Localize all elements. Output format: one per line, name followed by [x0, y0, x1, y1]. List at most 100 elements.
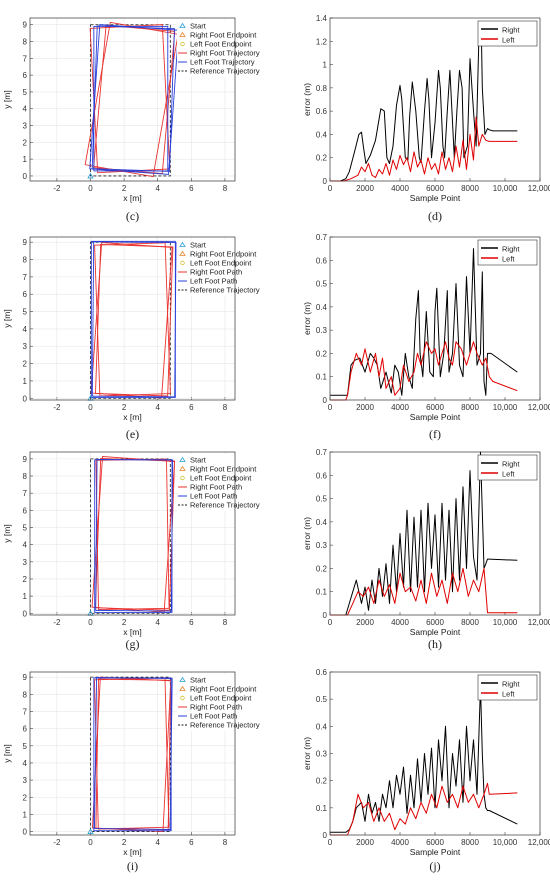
legend-label: Left Foot Trajectory	[190, 58, 255, 67]
reference-trajectory-line	[90, 24, 171, 177]
legend-left-endpoint-icon	[180, 475, 185, 481]
y-tick-label: 0.2	[316, 349, 328, 358]
axes-box	[29, 451, 236, 616]
x-tick-label: 2	[122, 403, 127, 412]
y-tick-label: 3	[23, 776, 28, 785]
x-axis-label: Sample Point	[410, 412, 461, 422]
y-tick-label: 9	[23, 455, 28, 464]
x-tick-label: 4	[155, 618, 160, 627]
y-tick-label: 0.6	[316, 668, 328, 677]
series-line-left	[330, 116, 518, 182]
left-foot-path	[95, 458, 174, 612]
x-tick-label: 6	[189, 838, 194, 847]
series-line-right	[330, 33, 518, 182]
legend-box	[177, 454, 273, 511]
y-axis-label: y [m]	[2, 90, 12, 108]
panel-caption: (g)	[126, 637, 140, 651]
y-tick-label: 0.4	[316, 130, 328, 139]
y-tick-label: 0	[23, 172, 28, 181]
x-tick-label: 8000	[461, 838, 479, 847]
x-tick-label: 8	[223, 618, 228, 627]
legend-label: Right Foot Endpoint	[190, 685, 257, 694]
y-tick-label: 0	[323, 831, 328, 840]
chart-panel-d: 0 2000 4000 6000 8000 10,000 12,000 0 0.2 0.4 0.6 0…	[302, 14, 550, 223]
x-tick-label: -2	[53, 838, 61, 847]
panel-caption: (h)	[428, 637, 442, 651]
y-tick-label: 4	[23, 541, 28, 550]
y-tick-label: 0.3	[316, 750, 328, 759]
y-tick-label: 0	[23, 609, 28, 618]
legend-start-icon	[179, 456, 186, 462]
legend-label: Right Foot Trajectory	[190, 49, 260, 58]
x-tick-label: 2000	[356, 618, 374, 627]
legend-label: Right	[502, 245, 520, 254]
y-tick-label: 0.5	[316, 495, 328, 504]
y-tick-label: 8	[23, 38, 28, 47]
y-tick-label: 0	[23, 828, 28, 837]
reference-trajectory-line	[90, 676, 171, 832]
x-tick-label: 4000	[391, 618, 409, 627]
x-tick-label: 0	[88, 838, 93, 847]
panel-caption: (e)	[126, 427, 139, 441]
y-axis-label: y [m]	[2, 744, 12, 762]
x-tick-label: 4	[155, 403, 160, 412]
y-tick-label: 0	[23, 394, 28, 403]
y-tick-label: 1	[23, 377, 28, 386]
y-tick-label: 0.2	[316, 564, 328, 573]
legend-label: Left Foot Endpoint	[190, 694, 252, 703]
y-tick-label: 6	[23, 506, 28, 515]
y-axis-label: error (m)	[302, 83, 312, 116]
legend-start-icon	[179, 676, 186, 682]
left-foot-path	[91, 241, 177, 398]
x-tick-label: 6	[189, 184, 194, 193]
left-foot-path	[89, 24, 180, 175]
legend-label: Start	[190, 241, 207, 250]
x-tick-label: 6	[189, 403, 194, 412]
x-tick-label: 12,000	[528, 403, 550, 412]
legend-box	[177, 20, 273, 77]
y-tick-label: 1	[23, 810, 28, 819]
y-tick-label: 8	[23, 472, 28, 481]
y-tick-label: 6	[23, 725, 28, 734]
y-tick-label: 2	[23, 793, 28, 802]
start-marker	[87, 828, 94, 834]
x-tick-label: -2	[53, 184, 61, 193]
y-tick-label: 0.6	[316, 471, 328, 480]
series-line-right	[330, 248, 518, 396]
x-axis-label: Sample Point	[410, 847, 461, 857]
legend-left-endpoint-icon	[180, 41, 185, 47]
legend-label: Left Foot Path	[190, 277, 237, 286]
y-tick-label: 1.2	[316, 37, 328, 46]
y-tick-label: 3	[23, 122, 28, 131]
y-tick-label: 5	[23, 523, 28, 532]
x-tick-label: 6000	[426, 618, 444, 627]
y-tick-label: 1.4	[316, 14, 328, 23]
legend-right-endpoint-icon	[179, 31, 186, 37]
y-tick-label: 1	[23, 592, 28, 601]
x-tick-label: 10,000	[493, 403, 518, 412]
right-foot-path	[94, 242, 171, 397]
y-tick-label: 0.4	[316, 303, 328, 312]
x-axis-label: Sample Point	[410, 193, 461, 203]
y-tick-label: 0.1	[316, 373, 328, 382]
x-tick-label: 6000	[426, 838, 444, 847]
x-tick-label: 2000	[356, 403, 374, 412]
x-tick-label: 0	[88, 618, 93, 627]
y-tick-label: 0	[323, 396, 328, 405]
y-tick-label: 8	[23, 256, 28, 265]
legend-label: Reference Trajectory	[190, 721, 260, 730]
y-tick-label: 0.5	[316, 280, 328, 289]
legend-box	[177, 239, 273, 296]
y-tick-label: 0.5	[316, 695, 328, 704]
legend-label: Left Foot Endpoint	[190, 474, 252, 483]
y-axis-label: error (m)	[302, 517, 312, 550]
x-tick-label: 0	[88, 184, 93, 193]
y-tick-label: 5	[23, 308, 28, 317]
axes-box	[329, 451, 541, 616]
y-tick-label: 5	[23, 742, 28, 751]
x-tick-label: 10,000	[493, 184, 518, 193]
